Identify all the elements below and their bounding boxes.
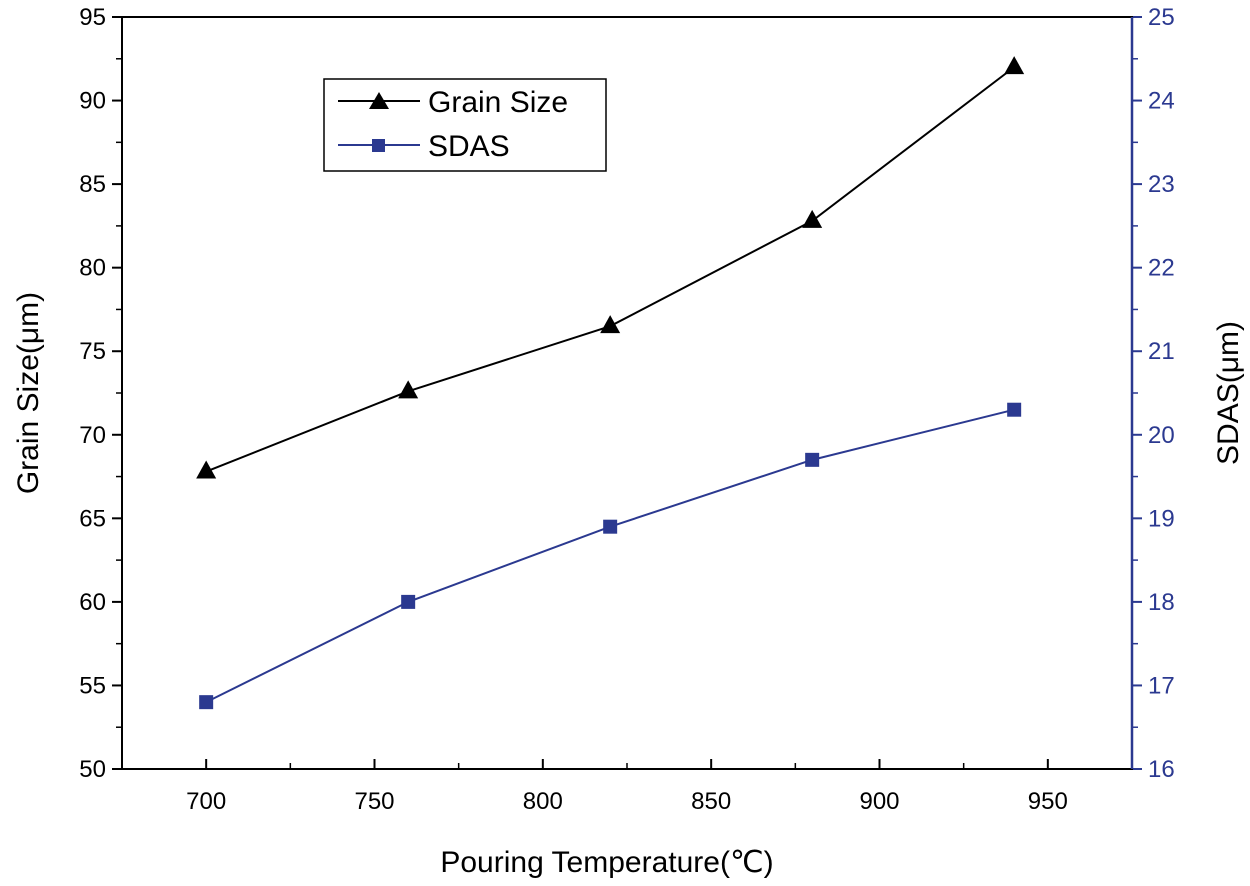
series-line-sdas	[205, 408, 1015, 704]
y-right-tick-label: 24	[1148, 88, 1175, 115]
legend-marker-grain-size	[369, 92, 389, 109]
legend: Grain Size SDAS	[323, 78, 607, 172]
y-left-axis-title: Grain Size(μm)	[12, 292, 45, 494]
tick-labels-layer: 700 750 800 850 900 950 50 55 60 65 70 75 80 85 90 95 16…	[79, 4, 1174, 815]
x-axis-title: Pouring Temperature(℃)	[440, 846, 773, 879]
y-right-axis-title: SDAS(μm)	[1212, 321, 1245, 465]
y-left-tick-label: 75	[79, 338, 106, 365]
y-left-tick-label: 95	[79, 4, 106, 31]
y-right-tick-label: 21	[1148, 338, 1175, 365]
y-right-tick-label: 22	[1148, 255, 1175, 282]
legend-label-sdas: SDAS	[428, 130, 510, 163]
y-left-tick-label: 80	[79, 255, 106, 282]
data-point-grain-size	[196, 460, 217, 479]
y-right-tick-label: 19	[1148, 505, 1175, 532]
y-left-tick-label: 50	[79, 756, 106, 783]
series-layer	[196, 56, 1025, 710]
plot-frame	[121, 16, 1133, 770]
y-left-tick-label: 65	[79, 505, 106, 532]
data-point-sdas	[199, 695, 214, 710]
data-point-sdas	[805, 452, 820, 467]
data-point-sdas	[603, 519, 618, 534]
data-point-sdas	[1007, 402, 1022, 417]
legend-marker-sdas	[372, 139, 385, 152]
x-tick-label: 850	[691, 788, 731, 815]
y-right-tick-label: 20	[1148, 422, 1175, 449]
y-left-tick-label: 90	[79, 88, 106, 115]
data-point-grain-size	[1004, 56, 1025, 75]
data-point-sdas	[401, 594, 416, 609]
y-left-tick-label: 70	[79, 422, 106, 449]
y-right-tick-label: 16	[1148, 756, 1175, 783]
x-tick-label: 700	[186, 788, 226, 815]
data-point-grain-size	[600, 315, 621, 334]
x-tick-label: 800	[523, 788, 563, 815]
y-left-tick-label: 60	[79, 589, 106, 616]
y-right-tick-label: 23	[1148, 171, 1175, 198]
x-tick-label: 900	[859, 788, 899, 815]
y-right-tick-label: 17	[1148, 672, 1175, 699]
y-left-tick-label: 85	[79, 171, 106, 198]
x-tick-label: 950	[1028, 788, 1068, 815]
data-point-grain-size	[398, 380, 419, 399]
legend-box	[323, 78, 607, 172]
tick-marks-layer	[112, 16, 1142, 770]
legend-label-grain-size: Grain Size	[428, 86, 568, 119]
data-point-grain-size	[802, 209, 823, 228]
y-left-tick-label: 55	[79, 672, 106, 699]
x-tick-label: 750	[354, 788, 394, 815]
y-right-tick-label: 25	[1148, 4, 1175, 31]
y-right-tick-label: 18	[1148, 589, 1175, 616]
